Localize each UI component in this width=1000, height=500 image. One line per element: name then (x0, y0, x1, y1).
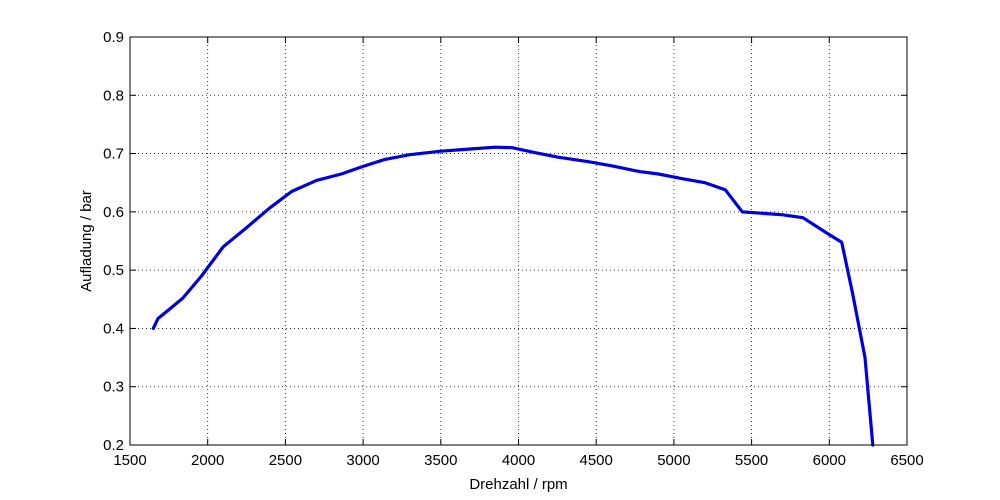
y-tick-label: 0.4 (103, 320, 124, 337)
x-tick-label: 2500 (269, 452, 302, 469)
y-axis-title: Aufladung / bar (78, 190, 95, 292)
x-tick-label: 5000 (657, 452, 690, 469)
x-tick-label: 4500 (580, 452, 613, 469)
y-tick-label: 0.8 (103, 87, 124, 104)
y-tick-label: 0.9 (103, 29, 124, 46)
x-tick-label: 2000 (191, 452, 224, 469)
ticks (129, 36, 908, 446)
x-tick-label: 6000 (813, 452, 846, 469)
series-line (151, 145, 875, 447)
y-tick-label: 0.7 (103, 146, 124, 163)
x-tick-label: 6500 (890, 452, 923, 469)
grid (130, 37, 907, 445)
series-layer (151, 145, 875, 447)
y-tick-label: 0.6 (103, 204, 124, 221)
x-tick-label: 3500 (424, 452, 457, 469)
y-tick-label: 0.3 (103, 379, 124, 396)
x-tick-label: 4000 (502, 452, 535, 469)
x-axis-title: Drehzahl / rpm (469, 476, 567, 493)
x-tick-label: 5500 (735, 452, 768, 469)
x-tick-label: 3000 (346, 452, 379, 469)
y-tick-label: 0.5 (103, 262, 124, 279)
x-tick-label: 1500 (113, 452, 146, 469)
y-tick-label: 0.2 (103, 437, 124, 454)
tick-labels: 1500 2000 2500 3000 3500 4000 4500 5000 5500 6000… (103, 29, 924, 469)
